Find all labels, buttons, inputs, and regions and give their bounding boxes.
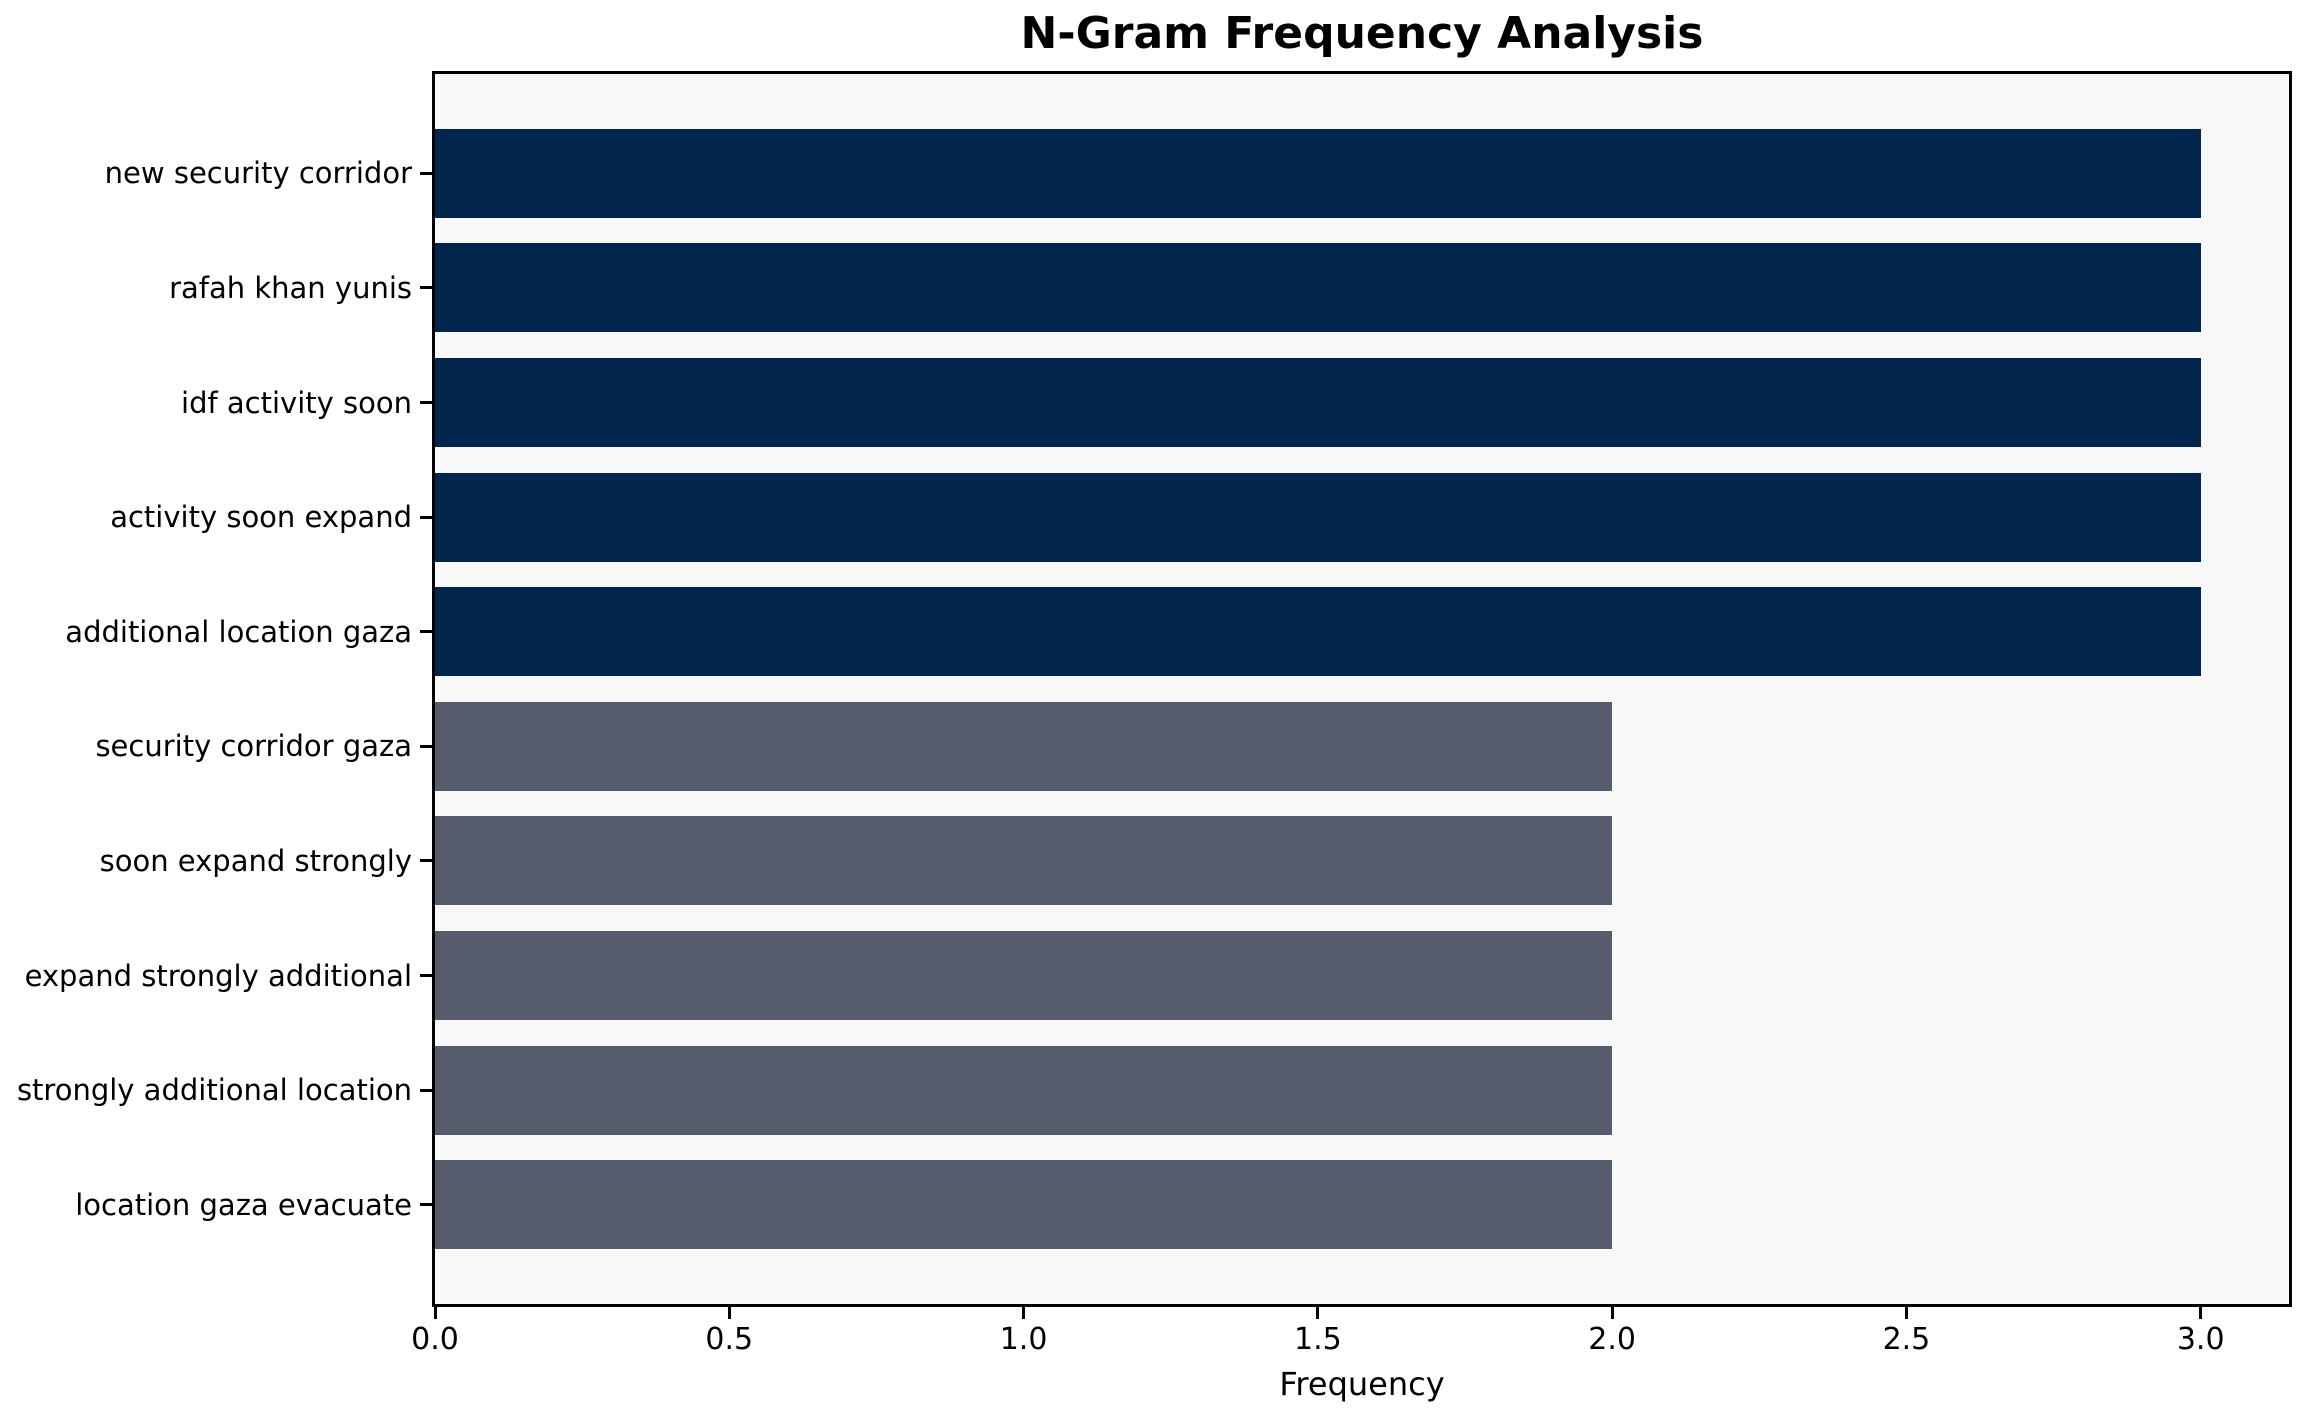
x-axis-title: Frequency (1279, 1365, 1445, 1403)
y-tick-mark (420, 630, 432, 634)
y-tick-label: additional location gaza (65, 614, 412, 649)
bar (435, 128, 2201, 218)
chart-title: N-Gram Frequency Analysis (1020, 8, 1704, 59)
y-tick-mark (420, 744, 432, 748)
y-tick-label: rafah khan yunis (169, 270, 412, 305)
x-tick-label: 2.0 (1588, 1322, 1636, 1357)
bar (435, 472, 2201, 562)
x-tick-mark (727, 1307, 731, 1319)
x-tick-label: 1.5 (1293, 1322, 1342, 1357)
x-tick-label: 0.0 (411, 1322, 459, 1357)
bar (435, 587, 2201, 677)
y-tick-mark (420, 859, 432, 863)
y-tick-mark (420, 286, 432, 290)
bar (435, 358, 2201, 447)
y-tick-mark (420, 515, 432, 519)
plot-area (432, 71, 2292, 1307)
bar (435, 1160, 1613, 1250)
x-tick-mark (1610, 1307, 1614, 1319)
x-tick-label: 0.5 (705, 1322, 754, 1357)
y-tick-mark (420, 1088, 432, 1092)
bar (435, 243, 2201, 333)
y-tick-label: new security corridor (104, 156, 412, 191)
y-tick-label: soon expand strongly (99, 843, 412, 878)
bar (435, 816, 1613, 906)
y-tick-label: activity soon expand (110, 500, 412, 535)
x-tick-label: 3.0 (2176, 1322, 2225, 1357)
y-tick-mark (420, 401, 432, 404)
x-tick-mark (1316, 1307, 1320, 1319)
x-tick-label: 1.0 (999, 1322, 1048, 1357)
y-tick-label: expand strongly additional (24, 958, 412, 993)
y-tick-label: location gaza evacuate (75, 1187, 412, 1222)
y-tick-mark (420, 171, 432, 175)
y-tick-mark (420, 974, 432, 977)
bar (435, 701, 1613, 791)
y-tick-label: idf activity soon (181, 385, 412, 420)
x-tick-mark (433, 1307, 437, 1319)
x-tick-label: 2.5 (1882, 1322, 1931, 1357)
bar (435, 1045, 1613, 1135)
y-tick-label: strongly additional location (16, 1073, 412, 1108)
x-tick-mark (1022, 1307, 1026, 1319)
bar (435, 931, 1613, 1020)
x-tick-mark (1904, 1307, 1908, 1319)
x-tick-mark (2199, 1307, 2203, 1319)
y-tick-mark (420, 1203, 432, 1207)
y-tick-label: security corridor gaza (95, 729, 412, 764)
bars-container (435, 74, 2289, 1304)
